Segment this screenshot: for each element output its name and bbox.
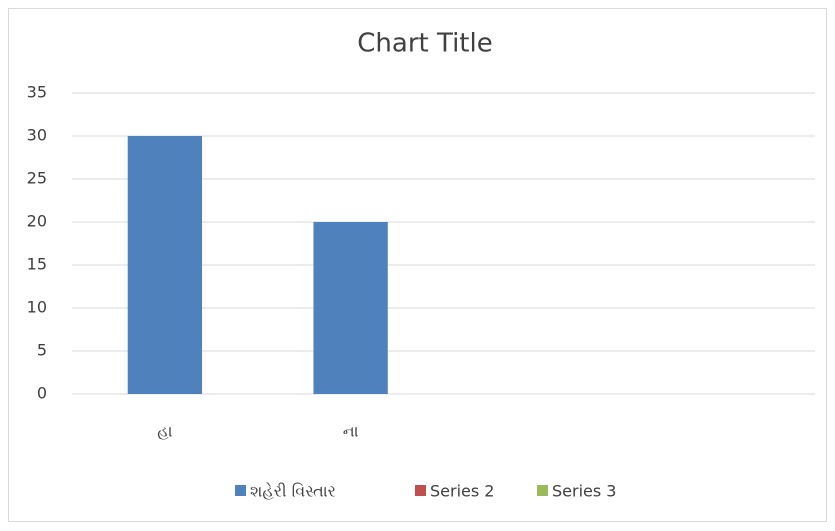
legend-label: Series 2 [430, 482, 494, 501]
legend-swatch [415, 485, 426, 496]
y-tick-label: 20 [27, 212, 47, 231]
y-tick-label: 35 [27, 83, 47, 102]
bar [127, 136, 203, 394]
legend-label: Series 3 [552, 482, 616, 501]
legend-swatch [537, 485, 548, 496]
x-tick-label: ના [343, 422, 359, 441]
y-tick-label: 10 [27, 298, 47, 317]
y-tick-label: 15 [27, 255, 47, 274]
y-tick-label: 30 [27, 126, 47, 145]
y-tick-label: 0 [37, 384, 47, 403]
y-tick-label: 25 [27, 169, 47, 188]
y-tick-label: 5 [37, 341, 47, 360]
chart-title: Chart Title [357, 29, 492, 59]
legend-swatch [235, 485, 246, 496]
bar [313, 222, 388, 394]
legend-label: શહેરી વિસ્તાર [250, 481, 336, 500]
x-tick-label: હા [157, 422, 172, 441]
